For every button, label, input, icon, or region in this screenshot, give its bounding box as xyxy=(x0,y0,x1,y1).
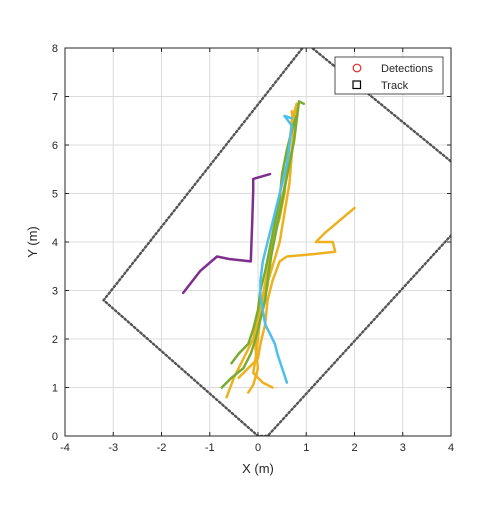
legend: Detections Track xyxy=(334,56,444,95)
y-tick-label: 5 xyxy=(52,189,58,201)
y-tick-label: 4 xyxy=(52,237,58,249)
x-tick-label: -1 xyxy=(205,442,215,454)
track-trajectory-line-3 xyxy=(237,206,356,380)
y-tick-label: 1 xyxy=(52,383,58,395)
x-tick-label: 0 xyxy=(255,442,261,454)
x-tick-label: 4 xyxy=(448,442,454,454)
x-axis-label: X (m) xyxy=(242,461,274,476)
track-trajectory-line-1 xyxy=(181,172,272,295)
track-trajectory-line-6 xyxy=(220,100,306,389)
x-tick-label: -4 xyxy=(60,442,70,454)
x-tick-label: -3 xyxy=(108,442,118,454)
y-tick-label: 2 xyxy=(52,334,58,346)
legend-marker-detections xyxy=(352,63,362,73)
track-trajectory-line-7 xyxy=(230,114,298,365)
series-layer xyxy=(181,100,356,399)
x-tick-label: 1 xyxy=(303,442,309,454)
legend-marker-track xyxy=(352,80,362,90)
sensor-coverage-boundary xyxy=(101,48,451,436)
x-tick-label: -2 xyxy=(157,442,167,454)
y-axis-label: Y (m) xyxy=(25,226,40,258)
y-tick-label: 6 xyxy=(52,140,58,152)
x-tick-label: 3 xyxy=(400,442,406,454)
boundary-layer xyxy=(101,48,451,436)
legend-label-detections: Detections xyxy=(381,63,433,75)
y-tick-label: 8 xyxy=(52,43,58,55)
ticks xyxy=(64,47,452,437)
legend-label-track: Track xyxy=(381,80,409,92)
y-tick-label: 0 xyxy=(52,431,58,443)
x-tick-label: 2 xyxy=(351,442,357,454)
track-trajectory-line-8 xyxy=(259,114,294,384)
y-tick-label: 3 xyxy=(52,286,58,298)
tick-labels: -4 -3 -2 -1 0 1 2 3 4 0 1 2 3 4 5 6 7 8 xyxy=(52,43,454,454)
y-tick-label: 7 xyxy=(52,92,58,104)
